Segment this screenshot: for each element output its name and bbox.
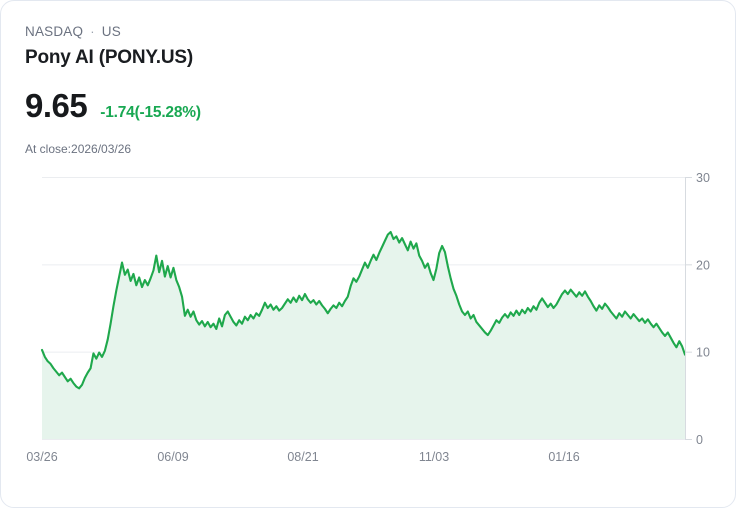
current-price: 9.65: [25, 87, 88, 124]
x-axis-tick-label: 11/03: [419, 450, 449, 464]
y-axis-tick-label: 30: [696, 171, 710, 185]
exchange-row: NASDAQ · US: [25, 23, 735, 41]
x-axis-tick-label: 06/09: [157, 450, 188, 464]
market-status-note: At close:2026/03/26: [25, 142, 132, 156]
y-axis-tick-label: 10: [696, 346, 710, 360]
price-chart-svg[interactable]: 30 20 10 0 03/26 06/09 08/21 11/03 01/16: [1, 161, 736, 473]
price-chart[interactable]: 30 20 10 0 03/26 06/09 08/21 11/03 01/16: [1, 161, 736, 473]
y-axis-tick-label: 20: [696, 258, 710, 272]
price-area-fill: [42, 232, 685, 439]
price-row: 9.65 -1.74(-15.28%): [25, 88, 735, 124]
price-change: -1.74(-15.28%): [100, 104, 201, 121]
x-axis-tick-label: 03/26: [26, 450, 57, 464]
separator-dot: ·: [90, 24, 95, 39]
price-line: [40, 230, 687, 390]
x-axis-tick-label: 01/16: [548, 450, 579, 464]
exchange-name: NASDAQ: [25, 24, 84, 39]
x-axis-tick-label: 08/21: [287, 450, 318, 464]
x-axis-ticks: 03/26 06/09 08/21 11/03 01/16: [26, 450, 579, 464]
y-axis-ticks: 30 20 10 0: [685, 171, 710, 447]
region-label: US: [101, 24, 121, 39]
quote-header: NASDAQ · US Pony AI (PONY.US) 9.65 -1.74…: [1, 1, 735, 157]
y-axis-tick-label: 0: [696, 433, 703, 447]
page-title: Pony AI (PONY.US): [25, 47, 193, 68]
